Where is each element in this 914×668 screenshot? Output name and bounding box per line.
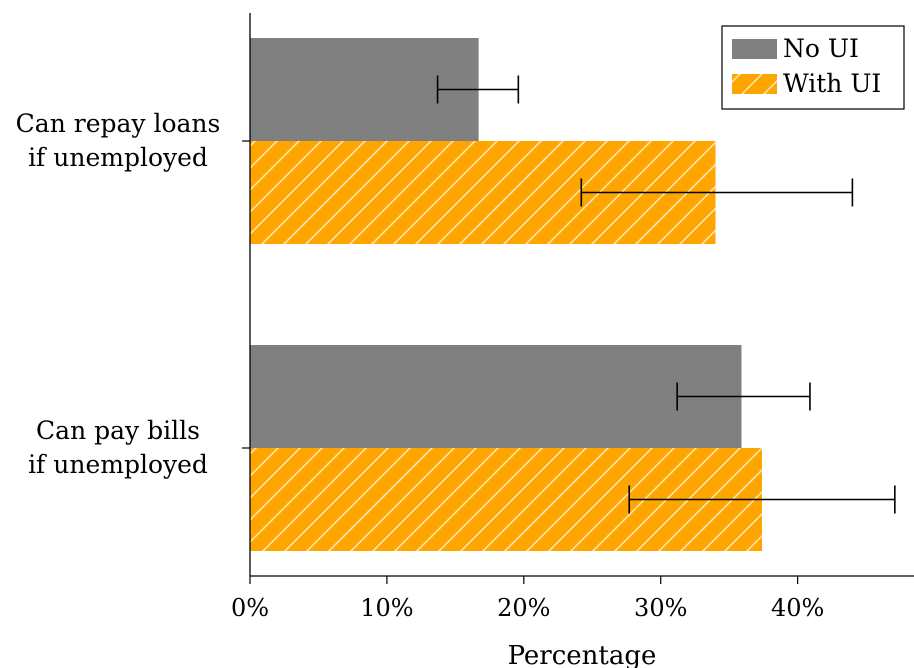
legend: No UI With UI <box>721 25 905 110</box>
legend-label: No UI <box>783 34 859 63</box>
category-label: Can repay loans <box>16 109 221 138</box>
x-tick-label: 40% <box>771 594 824 622</box>
category-labels-layer: Can repay loans if unemployed Can pay bill… <box>16 109 250 479</box>
x-tick-label: 0% <box>231 594 269 622</box>
legend-swatch <box>732 74 777 94</box>
error-bars-layer <box>436 75 896 514</box>
bar-no-ui-1 <box>250 345 742 448</box>
x-ticks-layer: 0% 10% 20% 30% 40% <box>231 576 824 622</box>
x-tick-label: 10% <box>360 594 413 622</box>
category-label: if unemployed <box>28 450 208 479</box>
x-axis-title: Percentage <box>508 641 657 668</box>
legend-swatch <box>732 39 777 59</box>
legend-label: With UI <box>783 69 881 98</box>
axes-layer <box>249 13 914 577</box>
bars-layer <box>250 38 763 551</box>
x-tick-label: 20% <box>497 594 550 622</box>
category-label: Can pay bills <box>36 416 200 445</box>
x-tick-label: 30% <box>634 594 687 622</box>
category-label: if unemployed <box>28 143 208 172</box>
